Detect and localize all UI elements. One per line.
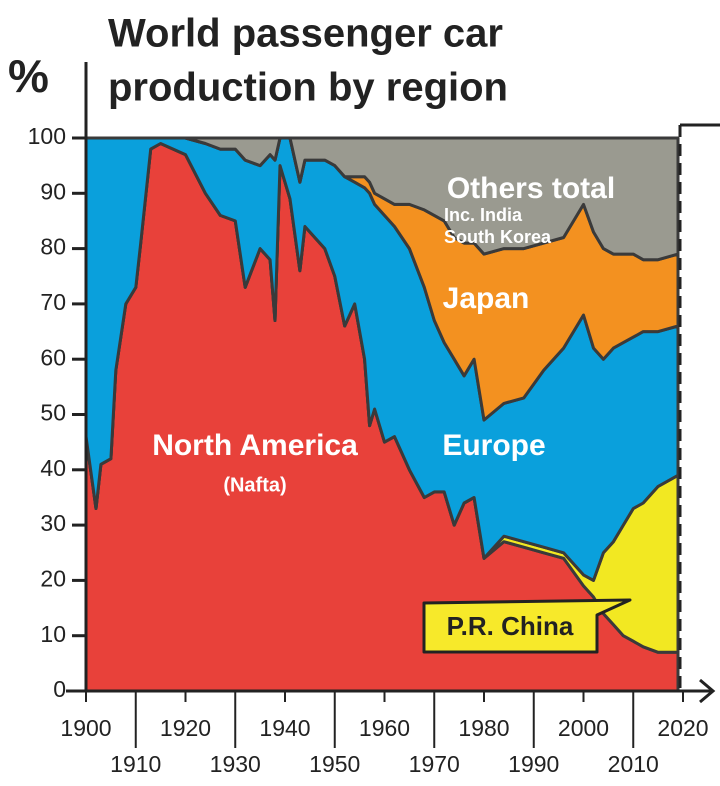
x-tick-label: 1950 (309, 751, 360, 777)
x-tick-label: 2000 (558, 715, 609, 741)
chart-title-line: production by region (108, 66, 508, 110)
x-tick-label: 1930 (210, 751, 261, 777)
callout-box (422, 598, 632, 654)
x-tick-label: 1970 (409, 751, 460, 777)
series-label: Others total (447, 172, 615, 205)
axes: 0 10 20 30 40 50 60 70 80 90 100 1900 1910 1920 1930 19… (28, 62, 720, 777)
x-tick-label: 1940 (259, 715, 310, 741)
y-tick-label: 50 (40, 400, 66, 426)
x-tick-label: 1910 (110, 751, 161, 777)
series-label: Europe (442, 429, 545, 462)
y-tick-label: 10 (40, 621, 66, 647)
series-label: Japan (443, 282, 530, 315)
x-tick-label: 2020 (657, 715, 708, 741)
y-tick-label: 100 (28, 123, 66, 149)
x-tick-label: 1960 (359, 715, 410, 741)
series-label: North America (152, 429, 358, 462)
y-tick-label: 20 (40, 565, 66, 591)
series-label: Inc. India (444, 205, 523, 225)
series-label: (Nafta) (223, 474, 286, 496)
series-label: P.R. China (447, 611, 574, 641)
x-tick-label: 1920 (160, 715, 211, 741)
series-label: South Korea (444, 227, 552, 247)
x-tick-label: 1980 (458, 715, 509, 741)
y-tick-label: 60 (40, 344, 66, 370)
y-tick-label: 30 (40, 510, 66, 536)
y-tick-label: 90 (40, 178, 66, 204)
y-axis-label: % (8, 50, 49, 102)
area (84, 136, 680, 262)
x-tick-label: 1900 (60, 715, 111, 741)
y-tick-label: 70 (40, 289, 66, 315)
x-axis-arrow (699, 678, 716, 704)
y-tick-label: 40 (40, 455, 66, 481)
x-tick-label: 2010 (608, 751, 659, 777)
chart-title-line: World passenger car (108, 12, 503, 56)
x-tick-label: 1990 (508, 751, 559, 777)
y-tick-label: 80 (40, 234, 66, 260)
y-tick-label: 0 (53, 676, 66, 702)
